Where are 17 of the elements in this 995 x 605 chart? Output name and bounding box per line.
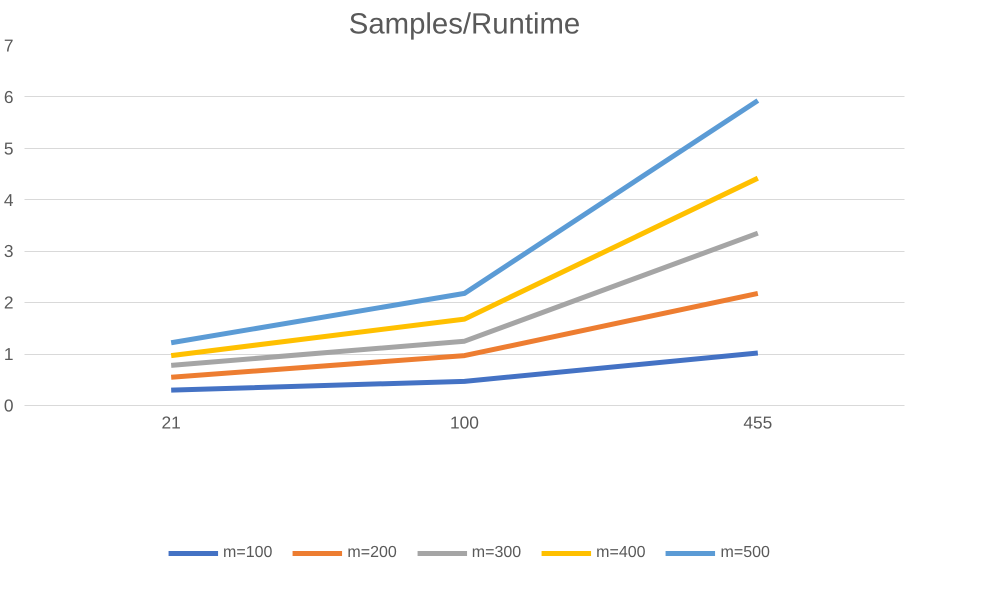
legend-label: m=200: [347, 544, 397, 562]
y-tick-label: 1: [4, 344, 14, 364]
x-tick-label: 100: [450, 412, 479, 432]
y-tick-label: 6: [4, 86, 14, 107]
y-tick-label: 7: [4, 36, 14, 56]
x-tick-label: 21: [162, 412, 181, 432]
y-tick-label: 0: [4, 396, 14, 416]
y-tick-label: 5: [4, 138, 14, 158]
legend-label: m=100: [223, 544, 272, 562]
y-tick-label: 2: [4, 292, 14, 313]
legend-label: m=300: [472, 544, 522, 562]
legend-label: m=400: [596, 544, 646, 562]
chart-title: Samples/Runtime: [348, 8, 580, 40]
legend-label: m=500: [720, 544, 770, 562]
y-tick-label: 4: [4, 190, 14, 210]
x-tick-label: 455: [743, 412, 772, 432]
y-tick-label: 3: [4, 241, 14, 262]
